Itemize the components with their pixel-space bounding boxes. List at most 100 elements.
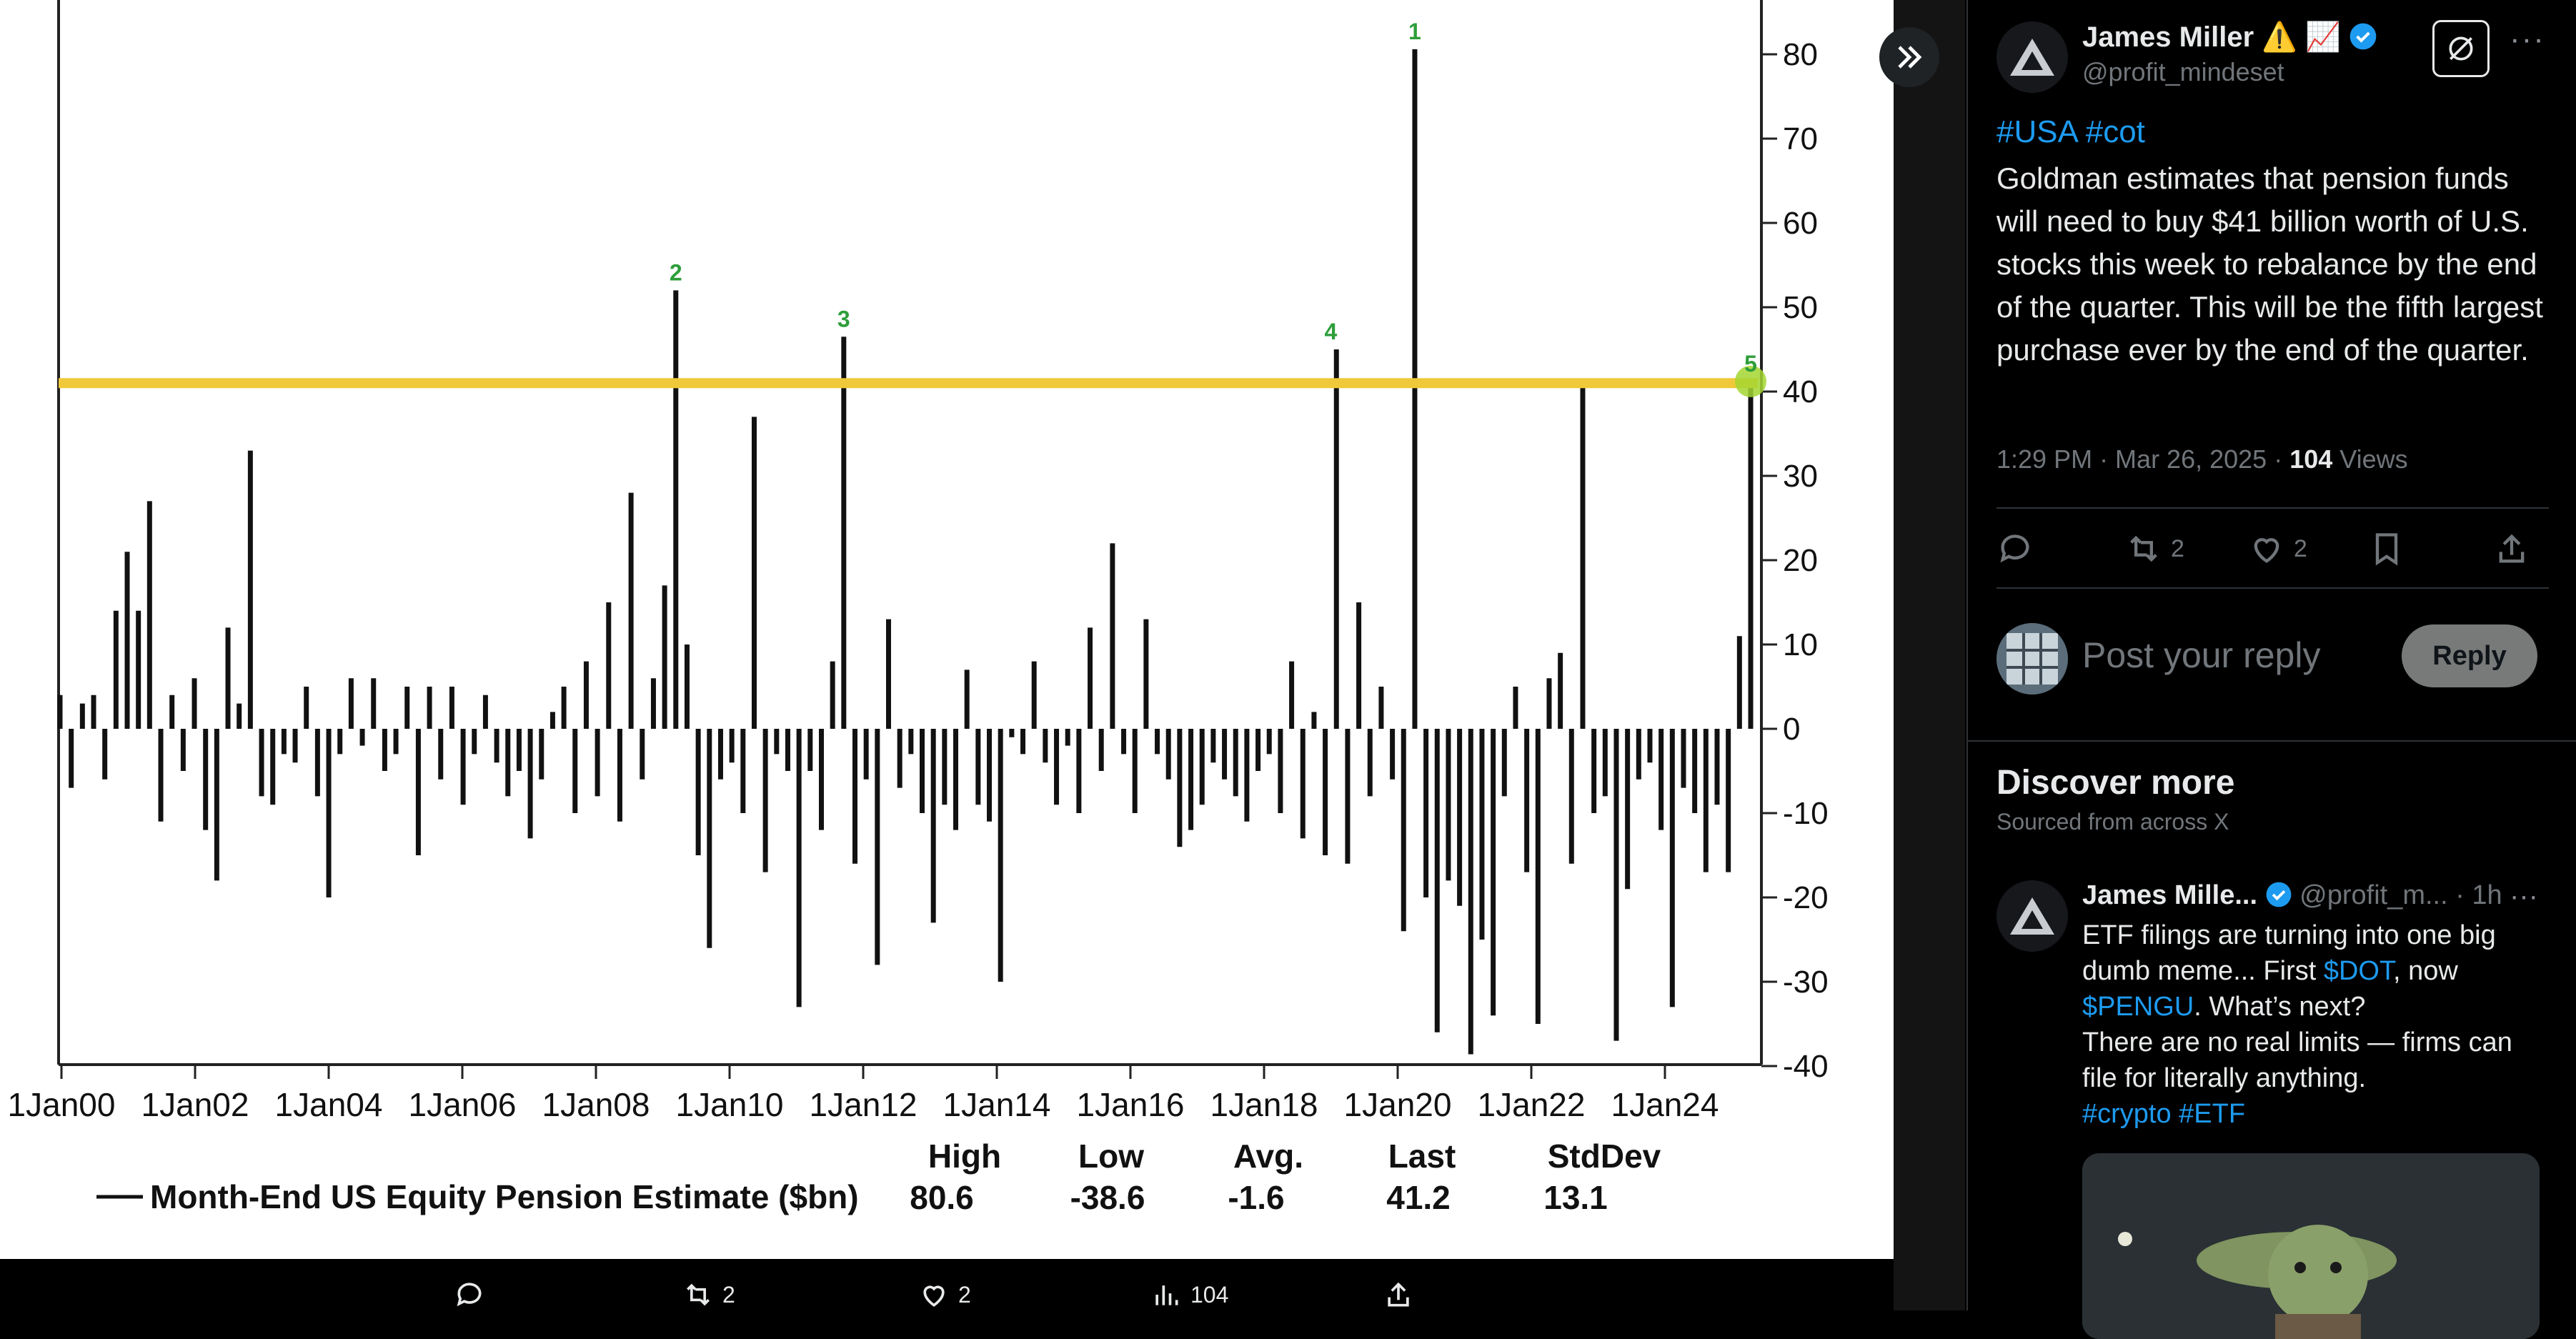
x-tick-label: 1Jan12 [810, 1086, 917, 1123]
y-tick-label: 80 [1783, 37, 1818, 72]
tweet-views-count: 104 [2289, 444, 2333, 474]
reply-button[interactable] [1996, 530, 2042, 567]
rank-marker-label: 2 [670, 259, 682, 285]
y-tick-label: 60 [1783, 206, 1818, 241]
related-text-3: . What’s next? [2194, 992, 2366, 1022]
x-tick-label: 1Jan04 [275, 1086, 383, 1123]
share-icon [2499, 534, 2525, 563]
y-tick-label: -10 [1783, 796, 1829, 831]
double-chevron-right-icon [1898, 46, 1922, 69]
discover-title: Discover more [1996, 764, 2235, 802]
rank-marker-label: 5 [1744, 351, 1757, 377]
stat-header: Last [1388, 1138, 1456, 1175]
stat-value: 80.6 [910, 1179, 974, 1216]
collapse-panel-button[interactable] [1879, 27, 1939, 87]
stat-value: -1.6 [1228, 1179, 1284, 1216]
building-avatar-icon [1996, 623, 2068, 695]
bookmark-icon [2375, 533, 2398, 566]
related-author-name[interactable]: James Mille... [2082, 880, 2258, 910]
y-tick-label: 50 [1783, 290, 1818, 325]
related-post-media[interactable] [2082, 1153, 2540, 1339]
related-handle-time[interactable]: @profit_m... · 1h [2299, 880, 2502, 910]
author-handle[interactable]: @profit_mindeset [2082, 57, 2284, 86]
grok-icon [2449, 36, 2473, 61]
x-tick-label: 1Jan22 [1478, 1086, 1586, 1123]
current-user-avatar [1996, 623, 2068, 695]
background-feed-strip [1894, 0, 1965, 1310]
stat-value: -38.6 [1070, 1179, 1145, 1216]
heart-icon [923, 1285, 945, 1307]
viewer-share-button[interactable] [1383, 1279, 1423, 1310]
views-icon [1155, 1285, 1178, 1305]
viewer-views-button[interactable]: 104 [1150, 1279, 1228, 1310]
highlight-point [1735, 365, 1766, 397]
discover-subtitle: Sourced from across X [1996, 809, 2229, 835]
share-button[interactable] [2493, 530, 2539, 567]
y-tick-label: -20 [1783, 880, 1829, 915]
author-name[interactable]: James Miller ⚠️ 📈 [2082, 20, 2377, 54]
viewer-views-count: 104 [1190, 1281, 1229, 1308]
y-tick-label: -40 [1783, 1049, 1829, 1084]
rank-marker-label: 3 [837, 306, 850, 332]
author-avatar[interactable] [1996, 21, 2068, 93]
retweet-icon [687, 1283, 710, 1306]
divider [1968, 740, 2576, 742]
x-tick-label: 1Jan14 [943, 1086, 1051, 1123]
stat-header: StdDev [1548, 1138, 1661, 1175]
y-tick-label: 70 [1783, 121, 1818, 156]
like-button[interactable]: 2 [2248, 530, 2307, 567]
triangle-logo-icon [2010, 39, 2054, 76]
stat-header: Avg. [1233, 1138, 1303, 1175]
related-text-1: ETF filings are turning into one big dum… [2082, 920, 2496, 986]
retweet-icon [2130, 535, 2157, 562]
viewer-reply-button[interactable] [454, 1279, 494, 1310]
grok-button[interactable] [2432, 20, 2490, 77]
author-name-text: James Miller [2082, 21, 2254, 53]
author-emoji: ⚠️ 📈 [2262, 21, 2341, 53]
tweet-time[interactable]: 1:29 PM · Mar 26, 2025 · [1996, 444, 2283, 474]
related-author-avatar[interactable] [1996, 880, 2068, 952]
tweet-views-label: Views [2339, 444, 2408, 474]
y-tick-label: 0 [1783, 712, 1800, 747]
divider [1996, 587, 2549, 589]
tweet-detail-panel: James Miller ⚠️ 📈 @profit_mindeset ··· #… [1966, 0, 2576, 1339]
retweet-count: 2 [2171, 534, 2184, 562]
x-tick-label: 1Jan00 [8, 1086, 116, 1123]
x-tick-label: 1Jan06 [409, 1086, 517, 1123]
legend-label: Month-End US Equity Pension Estimate ($b… [150, 1178, 859, 1215]
heart-icon [2254, 538, 2279, 563]
more-options-icon[interactable]: ··· [2510, 21, 2545, 56]
rank-marker-label: 1 [1408, 19, 1421, 44]
related-post-header: James Mille... @profit_m... · 1h [2082, 880, 2502, 911]
x-tick-label: 1Jan10 [676, 1086, 784, 1123]
reply-input[interactable]: Post your reply [2082, 635, 2321, 675]
related-more-icon[interactable]: ··· [2510, 880, 2538, 912]
x-tick-label: 1Jan16 [1077, 1086, 1185, 1123]
x-tick-label: 1Jan24 [1611, 1086, 1719, 1123]
tweet-hashtags[interactable]: #USA #cot [1996, 114, 2145, 149]
retweet-button[interactable]: 2 [2125, 530, 2184, 567]
related-hashtags[interactable]: #crypto #ETF [2082, 1099, 2246, 1129]
viewer-like-count: 2 [958, 1281, 971, 1308]
reply-icon [457, 1283, 482, 1307]
cashtag-pengu[interactable]: $PENGU [2082, 992, 2194, 1022]
pension-chart: 80 70 60 50 40 30 20 10 0 -10 -20 -30 -40 1Jan00 1Jan0… [8, 0, 1829, 1216]
like-count: 2 [2294, 534, 2307, 562]
stat-header: High [928, 1138, 1001, 1175]
reply-submit-button[interactable]: Reply [2402, 624, 2537, 687]
viewer-retweet-button[interactable]: 2 [682, 1279, 735, 1310]
yoda-image [2082, 1153, 2540, 1339]
viewer-like-button[interactable]: 2 [918, 1279, 971, 1310]
y-tick-label: 40 [1783, 374, 1818, 409]
x-tick-label: 1Jan20 [1344, 1086, 1452, 1123]
triangle-logo-icon [2010, 897, 2054, 935]
reply-icon [2000, 534, 2029, 563]
y-tick-label: 10 [1783, 627, 1818, 662]
viewer-action-bar [0, 1259, 1894, 1310]
cashtag-dot[interactable]: $DOT [2323, 956, 2393, 986]
y-tick-label: 30 [1783, 459, 1818, 494]
chart-image: 80 70 60 50 40 30 20 10 0 -10 -20 -30 -40 1Jan00 1Jan0… [0, 0, 1894, 1259]
viewer-retweet-count: 2 [722, 1281, 735, 1308]
related-text-2: , now [2392, 956, 2458, 986]
bookmark-button[interactable] [2368, 530, 2414, 567]
